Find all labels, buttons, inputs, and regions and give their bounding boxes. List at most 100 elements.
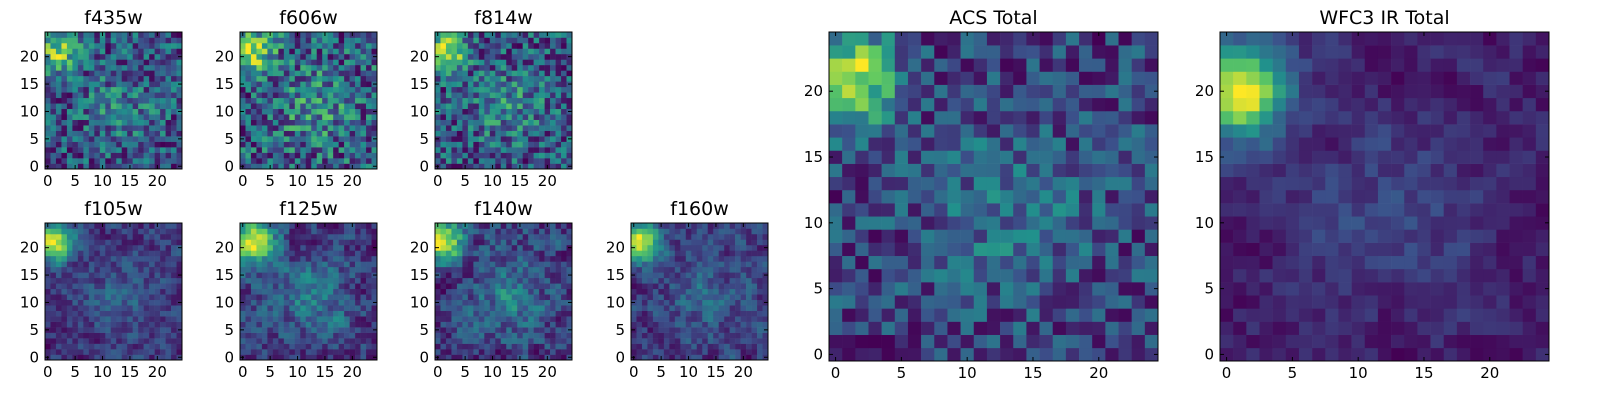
heatmap-cell [245, 70, 252, 77]
heatmap-cell [143, 349, 150, 355]
heatmap-cell [245, 338, 252, 344]
heatmap-cell [663, 277, 670, 284]
heatmap-cell [50, 305, 57, 311]
heatmap-cell [344, 349, 350, 355]
heatmap-cell [506, 244, 513, 251]
heatmap-cell [528, 158, 534, 164]
heatmap-cell [555, 48, 562, 55]
heatmap-cell [746, 277, 752, 284]
heatmap-cell [517, 338, 523, 344]
heatmap-cell [66, 130, 73, 137]
heatmap-cell [522, 354, 529, 361]
heatmap-cell [338, 338, 345, 344]
heatmap-cell [973, 255, 988, 270]
heatmap-cell [371, 250, 378, 257]
heatmap-cell [517, 75, 523, 82]
heatmap-cell [647, 277, 654, 284]
heatmap-cell [105, 272, 112, 279]
heatmap-cell [555, 233, 562, 240]
heatmap-cell [305, 163, 312, 170]
heatmap-cell [360, 338, 367, 344]
heatmap-cell [72, 114, 79, 120]
heatmap-cell [647, 223, 654, 229]
heatmap-cell [647, 261, 654, 268]
heatmap-cell [83, 277, 90, 284]
heatmap-cell [132, 86, 139, 93]
heatmap-cell [696, 266, 703, 273]
heatmap-cell [94, 48, 101, 55]
heatmap-cell [663, 294, 670, 301]
heatmap-cell [500, 152, 507, 159]
heatmap-cell [894, 282, 909, 296]
heatmap-cell [154, 86, 161, 93]
heatmap-cell [349, 250, 356, 257]
heatmap-cell [143, 86, 150, 93]
heatmap-cell [105, 288, 112, 295]
heatmap-cell [61, 70, 68, 77]
heatmap-cell [495, 141, 502, 148]
heatmap-cell [110, 283, 117, 290]
heatmap-cell [305, 244, 312, 251]
heatmap-cell [66, 48, 73, 55]
heatmap-cell [566, 261, 573, 268]
heatmap-cell [473, 332, 480, 339]
heatmap-cell [240, 86, 246, 93]
heatmap-cell [371, 223, 378, 229]
heatmap-cell [50, 299, 57, 306]
heatmap-cell [316, 239, 323, 246]
heatmap-cell [316, 244, 323, 251]
heatmap-cell [50, 283, 57, 290]
heatmap-cell [245, 288, 252, 295]
heatmap-cell [467, 92, 474, 99]
heatmap-cell [261, 37, 268, 44]
heatmap-cell [478, 299, 485, 306]
heatmap-cell [311, 53, 318, 60]
heatmap-cell [462, 114, 469, 120]
heatmap-cell [165, 327, 172, 333]
heatmap-cell [641, 239, 648, 246]
heatmap-cell [1079, 255, 1093, 270]
heatmap-cell [88, 349, 95, 355]
heatmap-cell [555, 97, 562, 104]
heatmap-cell [555, 332, 562, 339]
heatmap-cell [894, 334, 909, 349]
heatmap-cell [751, 277, 758, 284]
heatmap-cell [55, 310, 62, 317]
heatmap-cell [445, 141, 452, 148]
heatmap-cell [440, 103, 447, 110]
panel-title: f814w [474, 7, 533, 29]
heatmap-cell [261, 239, 268, 246]
heatmap-cell [45, 152, 51, 159]
heatmap-cell [740, 310, 747, 317]
heatmap-cell [300, 158, 307, 164]
heatmap-cell [127, 288, 133, 295]
heatmap-cell [855, 334, 869, 349]
heatmap-cell [245, 64, 252, 71]
heatmap-cell [105, 294, 112, 301]
heatmap-cell [88, 136, 95, 142]
heatmap-cell [462, 283, 469, 290]
heatmap-cell [300, 349, 307, 355]
heatmap-cell [539, 321, 545, 328]
heatmap-cell [1092, 163, 1106, 178]
heatmap-cell [261, 70, 268, 77]
heatmap-cell [478, 349, 485, 355]
heatmap-cell [528, 53, 534, 60]
heatmap-cell [311, 59, 318, 66]
heatmap-cell [311, 261, 318, 268]
heatmap-cell [467, 59, 474, 66]
heatmap-cell [45, 239, 51, 246]
heatmap-cell [550, 261, 556, 268]
heatmap-cell [658, 349, 665, 355]
heatmap-cell [278, 223, 285, 229]
x-tick-label: 10 [93, 363, 112, 381]
heatmap-cell [707, 250, 714, 257]
heatmap-cell [300, 163, 307, 170]
heatmap-cell [440, 92, 447, 99]
heatmap-cell [283, 114, 290, 120]
heatmap-cell [1065, 308, 1080, 322]
heatmap-cell [256, 48, 263, 55]
heatmap-cell [338, 97, 345, 104]
heatmap-cell [1026, 308, 1040, 322]
heatmap-cell [360, 244, 367, 251]
